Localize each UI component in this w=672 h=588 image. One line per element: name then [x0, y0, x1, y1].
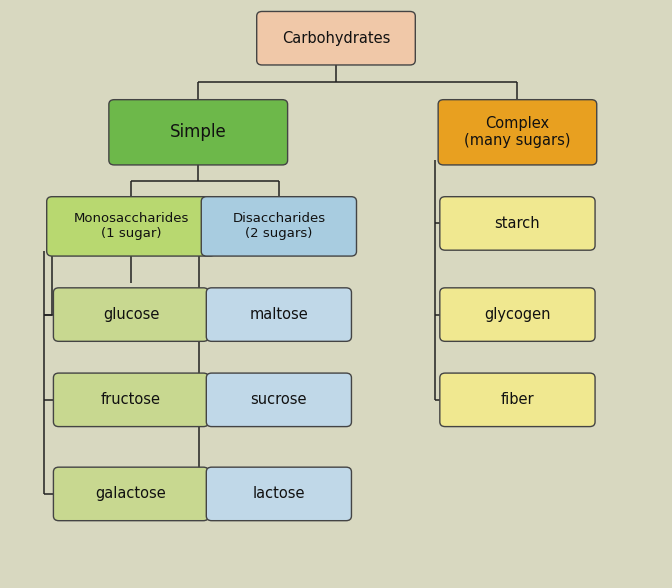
- Text: Disaccharides
(2 sugars): Disaccharides (2 sugars): [233, 212, 325, 240]
- Text: Carbohydrates: Carbohydrates: [282, 31, 390, 46]
- FancyBboxPatch shape: [201, 197, 356, 256]
- FancyBboxPatch shape: [206, 288, 351, 341]
- FancyBboxPatch shape: [54, 373, 208, 427]
- Text: fructose: fructose: [101, 392, 161, 407]
- Text: glycogen: glycogen: [485, 307, 550, 322]
- FancyBboxPatch shape: [206, 467, 351, 521]
- FancyBboxPatch shape: [439, 373, 595, 427]
- Text: Simple: Simple: [170, 123, 226, 141]
- FancyBboxPatch shape: [54, 288, 208, 341]
- FancyBboxPatch shape: [257, 12, 415, 65]
- FancyBboxPatch shape: [439, 288, 595, 341]
- Text: lactose: lactose: [253, 486, 305, 502]
- FancyBboxPatch shape: [54, 467, 208, 521]
- Text: galactose: galactose: [95, 486, 167, 502]
- FancyBboxPatch shape: [206, 373, 351, 427]
- Text: glucose: glucose: [103, 307, 159, 322]
- Text: Monosaccharides
(1 sugar): Monosaccharides (1 sugar): [73, 212, 189, 240]
- FancyBboxPatch shape: [438, 99, 597, 165]
- FancyBboxPatch shape: [47, 197, 215, 256]
- FancyBboxPatch shape: [439, 197, 595, 250]
- Text: starch: starch: [495, 216, 540, 231]
- Text: sucrose: sucrose: [251, 392, 307, 407]
- Text: fiber: fiber: [501, 392, 534, 407]
- Text: Complex
(many sugars): Complex (many sugars): [464, 116, 571, 149]
- Text: maltose: maltose: [249, 307, 308, 322]
- FancyBboxPatch shape: [109, 99, 288, 165]
